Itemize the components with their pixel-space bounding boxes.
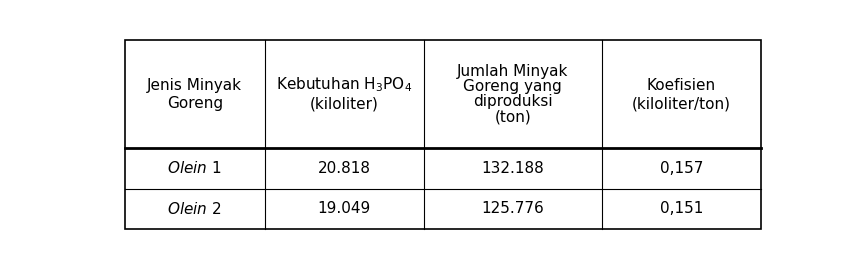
Text: 0,157: 0,157 xyxy=(659,161,703,176)
Text: Goreng yang: Goreng yang xyxy=(463,79,562,94)
Text: $\mathit{Olein}$ 1: $\mathit{Olein}$ 1 xyxy=(168,160,222,176)
Text: 19.049: 19.049 xyxy=(318,201,371,216)
Text: 125.776: 125.776 xyxy=(481,201,544,216)
Text: 20.818: 20.818 xyxy=(318,161,371,176)
Text: Koefisien: Koefisien xyxy=(647,78,716,93)
Text: Goreng: Goreng xyxy=(167,96,223,111)
Text: Jenis Minyak: Jenis Minyak xyxy=(147,78,242,93)
Text: diproduksi: diproduksi xyxy=(473,94,553,110)
Text: Kebutuhan H$_3$PO$_4$: Kebutuhan H$_3$PO$_4$ xyxy=(276,76,412,94)
Text: $\mathit{Olein}$ 2: $\mathit{Olein}$ 2 xyxy=(168,201,222,217)
Text: (ton): (ton) xyxy=(494,110,531,125)
Text: (kiloliter/ton): (kiloliter/ton) xyxy=(632,96,731,111)
Text: (kiloliter): (kiloliter) xyxy=(310,96,378,111)
Text: 132.188: 132.188 xyxy=(481,161,544,176)
Text: 0,151: 0,151 xyxy=(659,201,703,216)
Text: Jumlah Minyak: Jumlah Minyak xyxy=(457,64,569,79)
